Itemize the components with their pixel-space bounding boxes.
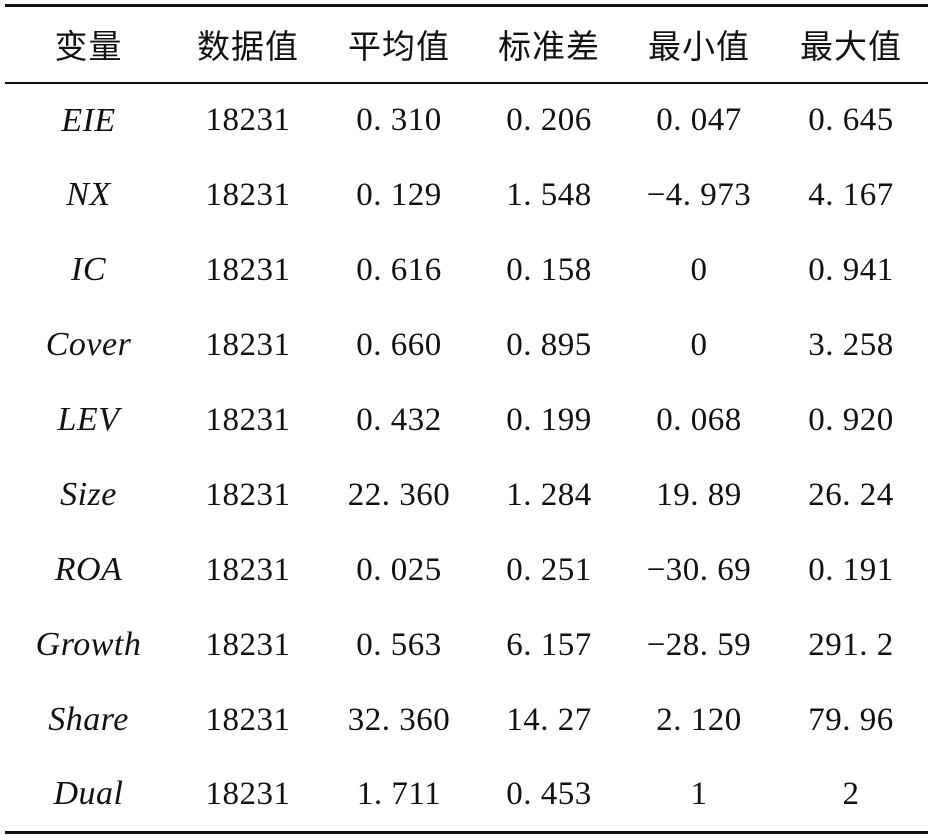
row-count: 18231 <box>205 176 291 213</box>
row-max: 0. 920 <box>808 401 894 438</box>
header-min: 最小值 <box>624 4 774 84</box>
row-min: −28. 59 <box>646 626 752 663</box>
row-mean: 22. 360 <box>347 476 451 513</box>
row-max: 0. 191 <box>808 551 894 588</box>
row-max: 4. 167 <box>808 176 894 213</box>
row-min: −4. 973 <box>646 176 752 213</box>
table-row: NX 18231 0. 129 1. 548 −4. 973 4. 167 <box>5 158 928 233</box>
row-min: 0. 047 <box>656 102 742 138</box>
row-count: 18231 <box>205 401 291 438</box>
row-variable: LEV <box>57 401 120 438</box>
row-min: 0 <box>690 326 708 363</box>
table-row: LEV 18231 0. 432 0. 199 0. 068 0. 920 <box>5 383 928 458</box>
row-mean: 0. 310 <box>356 102 442 138</box>
row-variable: ROA <box>54 551 123 588</box>
descriptive-statistics-table: 变量 数据值 平均值 标准差 最小值 最大值 EIE 18231 0. 310 … <box>5 4 928 834</box>
row-mean: 1. 711 <box>324 757 474 834</box>
row-variable: Size <box>60 476 117 513</box>
header-variable: 变量 <box>5 4 172 84</box>
row-mean: 0. 563 <box>356 626 442 663</box>
row-variable: IC <box>71 251 106 288</box>
table-row: Share 18231 32. 360 14. 27 2. 120 79. 96 <box>5 683 928 758</box>
row-max: 0. 941 <box>808 251 894 288</box>
row-count: 18231 <box>205 102 291 138</box>
header-row: 变量 数据值 平均值 标准差 最小值 最大值 <box>5 4 928 84</box>
row-count: 18231 <box>205 251 291 288</box>
row-mean: 0. 129 <box>356 176 442 213</box>
row-std: 1. 548 <box>506 176 592 213</box>
row-max: 26. 24 <box>808 476 894 513</box>
table-row: Growth 18231 0. 563 6. 157 −28. 59 291. … <box>5 608 928 683</box>
row-std: 6. 157 <box>506 626 592 663</box>
row-min: 0. 068 <box>656 401 742 438</box>
table-row: Dual 18231 1. 711 0. 453 1 2 <box>5 757 928 834</box>
row-count: 18231 <box>205 476 291 513</box>
header-count: 数据值 <box>172 4 324 84</box>
table-row: EIE 18231 0. 310 0. 206 0. 047 0. 645 <box>5 83 928 158</box>
row-mean: 32. 360 <box>347 701 451 738</box>
row-variable: NX <box>66 176 111 213</box>
row-std: 1. 284 <box>506 476 592 513</box>
table-row: Cover 18231 0. 660 0. 895 0 3. 258 <box>5 308 928 383</box>
row-std: 0. 206 <box>506 102 592 138</box>
row-variable: Dual <box>5 757 172 834</box>
row-count: 18231 <box>205 326 291 363</box>
row-count: 18231 <box>205 626 291 663</box>
row-count: 18231 <box>172 757 324 834</box>
row-min: 19. 89 <box>656 476 742 513</box>
row-max: 3. 258 <box>808 326 894 363</box>
row-min: −30. 69 <box>646 551 752 588</box>
row-variable: Cover <box>45 326 132 363</box>
table-row: Size 18231 22. 360 1. 284 19. 89 26. 24 <box>5 458 928 533</box>
row-mean: 0. 660 <box>356 326 442 363</box>
row-variable: Share <box>48 701 129 738</box>
row-variable: Growth <box>35 626 142 663</box>
row-std: 0. 453 <box>474 757 624 834</box>
row-variable: EIE <box>61 101 116 139</box>
row-max: 79. 96 <box>808 701 894 738</box>
row-std: 0. 895 <box>506 326 592 363</box>
row-std: 0. 199 <box>506 401 592 438</box>
row-std: 0. 158 <box>506 251 592 288</box>
row-std: 14. 27 <box>506 701 592 738</box>
table-row: IC 18231 0. 616 0. 158 0 0. 941 <box>5 233 928 308</box>
row-min: 0 <box>690 251 708 288</box>
row-mean: 0. 432 <box>356 401 442 438</box>
row-count: 18231 <box>205 701 291 738</box>
row-mean: 0. 616 <box>356 251 442 288</box>
statistics-table-container: 变量 数据值 平均值 标准差 最小值 最大值 EIE 18231 0. 310 … <box>5 4 928 834</box>
row-max: 0. 645 <box>808 102 894 138</box>
row-min: 1 <box>624 757 774 834</box>
row-std: 0. 251 <box>506 551 592 588</box>
row-min: 2. 120 <box>656 701 742 738</box>
header-mean: 平均值 <box>324 4 474 84</box>
table-row: ROA 18231 0. 025 0. 251 −30. 69 0. 191 <box>5 533 928 608</box>
header-std: 标准差 <box>474 4 624 84</box>
table-header: 变量 数据值 平均值 标准差 最小值 最大值 <box>5 4 928 84</box>
row-max: 291. 2 <box>808 626 894 663</box>
row-mean: 0. 025 <box>356 551 442 588</box>
header-max: 最大值 <box>774 4 928 84</box>
table-body: EIE 18231 0. 310 0. 206 0. 047 0. 645 NX… <box>5 83 928 834</box>
row-count: 18231 <box>205 551 291 588</box>
row-max: 2 <box>774 757 928 834</box>
